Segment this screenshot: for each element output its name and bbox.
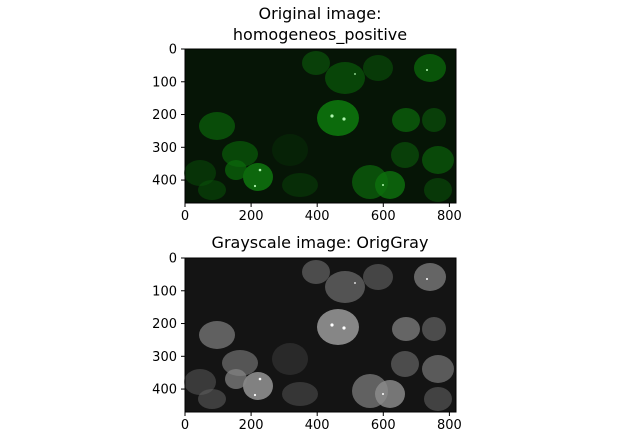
cell-blob bbox=[422, 355, 454, 383]
bright-spot bbox=[253, 393, 257, 397]
bright-spots-grayscale bbox=[253, 278, 428, 397]
cell-blob bbox=[225, 160, 247, 180]
cell-blob bbox=[243, 163, 273, 191]
cell-blob bbox=[225, 369, 247, 389]
cell-blob bbox=[325, 271, 365, 303]
y-tick-label: 100 bbox=[152, 284, 177, 299]
x-tick-label: 400 bbox=[305, 418, 330, 433]
cell-blob bbox=[272, 343, 308, 375]
cell-blob bbox=[317, 100, 359, 136]
y-tick-label: 100 bbox=[152, 75, 177, 90]
x-tick-label: 0 bbox=[181, 418, 189, 433]
cell-blob bbox=[222, 141, 258, 167]
x-tick-label: 0 bbox=[181, 209, 189, 224]
subplot-title: Grayscale image: OrigGray bbox=[212, 233, 429, 252]
cell-blob bbox=[184, 160, 216, 186]
axes-grayscale: 0 200 400 600 800 0 100 200 300 400 bbox=[152, 252, 462, 434]
x-tick-label: 200 bbox=[239, 209, 264, 224]
bright-spot bbox=[426, 278, 428, 280]
y-tick-label: 300 bbox=[152, 141, 177, 156]
cell-blob bbox=[424, 387, 452, 411]
cell-blob bbox=[282, 173, 318, 197]
bright-spot bbox=[258, 377, 262, 381]
x-tick-label: 600 bbox=[371, 418, 396, 433]
cell-blob bbox=[198, 389, 226, 409]
bright-spot bbox=[426, 69, 428, 71]
bright-spot bbox=[382, 393, 384, 395]
cell-blob bbox=[375, 171, 405, 199]
x-tick-label: 400 bbox=[305, 209, 330, 224]
y-tick-label: 400 bbox=[152, 383, 177, 398]
cell-blob bbox=[375, 380, 405, 408]
cell-blob bbox=[392, 108, 420, 132]
cell-blob bbox=[414, 54, 446, 82]
subplot-original: Original image: homogeneos_positive bbox=[152, 4, 462, 224]
image-area-original bbox=[184, 49, 456, 203]
subplot-title-line-1: Original image: bbox=[259, 4, 382, 23]
y-tick-label: 0 bbox=[169, 252, 177, 267]
bright-spot bbox=[330, 114, 334, 118]
cell-blob bbox=[325, 62, 365, 94]
y-ticks-grayscale: 0 100 200 300 400 bbox=[152, 252, 185, 398]
cell-blob bbox=[391, 351, 419, 377]
y-tick-label: 0 bbox=[169, 43, 177, 58]
axes-original: 0 200 400 600 800 0 100 200 300 400 bbox=[152, 43, 462, 225]
cell-blob bbox=[198, 180, 226, 200]
y-tick-label: 200 bbox=[152, 317, 177, 332]
y-tick-label: 300 bbox=[152, 350, 177, 365]
bright-spot bbox=[342, 117, 346, 121]
bright-spot bbox=[382, 184, 384, 186]
y-ticks-original: 0 100 200 300 400 bbox=[152, 43, 185, 189]
cell-blob bbox=[392, 317, 420, 341]
bright-spot bbox=[354, 73, 356, 75]
cell-blob bbox=[422, 146, 454, 174]
cell-blob bbox=[302, 51, 330, 75]
cell-blob bbox=[184, 369, 216, 395]
cell-blob bbox=[302, 260, 330, 284]
subplot-grayscale: Grayscale image: OrigGray bbox=[152, 233, 462, 433]
cell-blob bbox=[317, 309, 359, 345]
cell-blob bbox=[282, 382, 318, 406]
cell-blob bbox=[243, 372, 273, 400]
bright-spot bbox=[258, 168, 262, 172]
cell-blob bbox=[414, 263, 446, 291]
axes-frame-grayscale bbox=[184, 257, 457, 413]
x-ticks-original: 0 200 400 600 800 bbox=[181, 203, 462, 224]
x-tick-label: 600 bbox=[371, 209, 396, 224]
x-ticks-grayscale: 0 200 400 600 800 bbox=[181, 412, 462, 433]
cell-blob bbox=[199, 321, 235, 349]
cell-blob bbox=[422, 108, 446, 132]
bright-spot bbox=[253, 184, 257, 188]
image-area-grayscale bbox=[184, 258, 456, 412]
axes-frame-original bbox=[184, 48, 457, 204]
cell-blob bbox=[424, 178, 452, 202]
cell-blob bbox=[363, 55, 393, 81]
cell-blob bbox=[422, 317, 446, 341]
x-tick-label: 800 bbox=[437, 418, 462, 433]
bright-spot bbox=[342, 326, 346, 330]
bright-spot bbox=[330, 323, 334, 327]
cell-blob bbox=[391, 142, 419, 168]
cell-blob bbox=[272, 134, 308, 166]
cell-blobs-grayscale bbox=[184, 260, 454, 411]
cell-blobs-original bbox=[184, 51, 454, 202]
y-tick-label: 200 bbox=[152, 108, 177, 123]
bright-spots-original bbox=[253, 69, 428, 188]
cell-blob bbox=[363, 264, 393, 290]
y-tick-label: 400 bbox=[152, 174, 177, 189]
bright-spot bbox=[354, 282, 356, 284]
cell-blob bbox=[222, 350, 258, 376]
cell-blob bbox=[199, 112, 235, 140]
x-tick-label: 800 bbox=[437, 209, 462, 224]
x-tick-label: 200 bbox=[239, 418, 264, 433]
subplot-title-line-2: homogeneos_positive bbox=[233, 25, 407, 45]
